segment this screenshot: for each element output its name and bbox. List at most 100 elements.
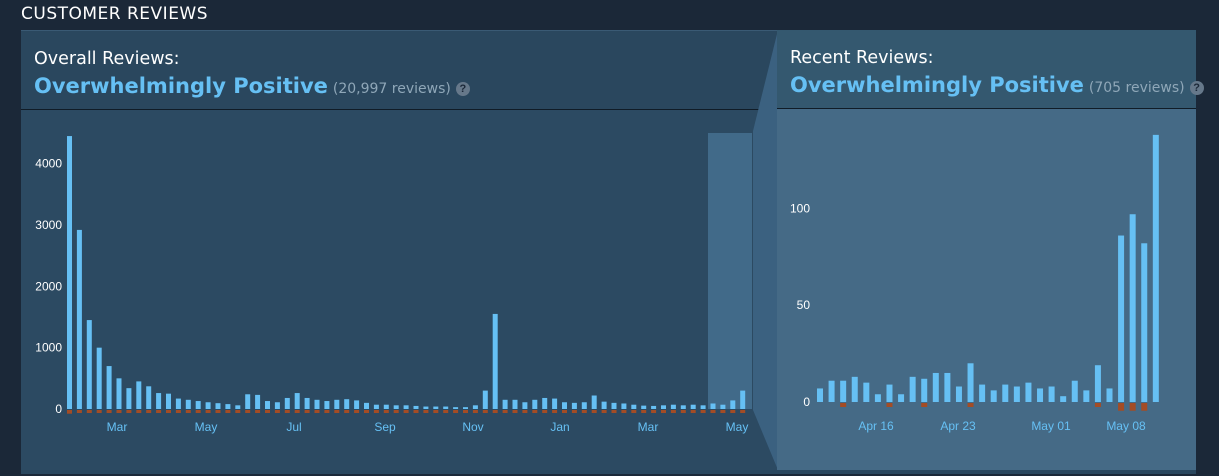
positive-bar: [334, 399, 340, 409]
positive-bar: [413, 405, 419, 409]
recent-histogram[interactable]: 0 50 100 Apr 16 Apr 23 May 01 May 08: [777, 109, 1196, 470]
y-tick-label: 1000: [35, 341, 62, 355]
negative-bar: [492, 410, 498, 413]
positive-bar: [314, 399, 320, 409]
recent-review-count: (705 reviews): [1088, 80, 1185, 96]
positive-bar: [611, 402, 617, 409]
positive-bar: [1071, 380, 1078, 402]
negative-bar: [324, 410, 330, 413]
overall-review-summary[interactable]: Overwhelmingly Positive: [34, 74, 328, 98]
recent-reviews-panel: Recent Reviews: Overwhelmingly Positive(…: [777, 30, 1204, 470]
positive-bar: [955, 386, 962, 402]
positive-bar: [1048, 386, 1055, 402]
positive-bar: [76, 229, 82, 409]
positive-bar: [324, 401, 330, 409]
negative-bar: [344, 410, 350, 413]
positive-bar: [591, 395, 597, 409]
recent-reviews-header: Recent Reviews: Overwhelmingly Positive(…: [777, 30, 1204, 109]
positive-bar: [532, 399, 538, 409]
recent-reviews-label: Recent Reviews:: [790, 48, 934, 68]
help-icon[interactable]: ?: [455, 82, 470, 96]
positive-bar: [492, 313, 498, 409]
positive-bar: [116, 378, 122, 409]
negative-bar: [661, 410, 666, 413]
overall-reviews-header: Overall Reviews: Overwhelmingly Positive…: [21, 31, 778, 110]
negative-bar: [76, 410, 82, 413]
overall-histogram-svg: 0 1000 2000 3000 4000 Mar May Jul Sep Nov Jan Mar Ma…: [35, 133, 752, 434]
negative-bar: [453, 410, 459, 413]
positive-bar: [373, 404, 379, 409]
positive-bar: [730, 400, 736, 409]
positive-bar: [1094, 365, 1101, 402]
negative-bar: [274, 410, 280, 413]
overall-reviews-summary-line: Overwhelmingly Positive (20,997 reviews)?: [34, 74, 470, 98]
positive-bar: [245, 394, 251, 409]
y-tick-label: 50: [797, 298, 811, 312]
negative-bar: [1129, 403, 1136, 411]
bottom-strip: [21, 470, 1196, 474]
positive-bar: [205, 402, 211, 409]
positive-bar: [284, 397, 290, 409]
negative-bar: [611, 410, 617, 413]
overall-reviews-panel: Overall Reviews: Overwhelmingly Positive…: [21, 30, 778, 471]
negative-bar: [680, 410, 686, 413]
positive-bar: [522, 402, 528, 409]
negative-bar: [413, 410, 419, 413]
y-tick-label: 100: [790, 201, 810, 215]
recent-histogram-svg: 0 50 100 Apr 16 Apr 23 May 01 May 08: [790, 134, 1159, 433]
positive-bar: [840, 380, 847, 402]
positive-bar: [690, 404, 696, 409]
negative-bar: [690, 410, 696, 413]
negative-bar: [542, 410, 548, 413]
negative-bar: [96, 410, 102, 413]
positive-bar: [990, 390, 997, 402]
positive-bar: [166, 393, 171, 409]
x-tick-label: May 08: [1106, 419, 1146, 433]
positive-bar: [383, 404, 389, 409]
y-tick-label: 2000: [35, 279, 62, 293]
positive-bar: [215, 403, 221, 409]
positive-bar: [601, 401, 607, 409]
positive-bar: [433, 406, 439, 409]
positive-bar: [1025, 382, 1032, 402]
help-icon[interactable]: ?: [1189, 81, 1204, 95]
positive-bar: [740, 390, 746, 409]
negative-bar: [921, 403, 928, 407]
positive-bar: [1106, 388, 1113, 402]
negative-bar: [225, 410, 231, 413]
positive-bar: [393, 405, 399, 409]
positive-bar: [1037, 388, 1044, 402]
x-tick-label: Apr 23: [940, 419, 976, 433]
positive-bar: [851, 376, 858, 402]
selection-connector: [753, 30, 778, 470]
negative-bar: [502, 410, 508, 413]
positive-bar: [700, 405, 706, 409]
recent-reviews-summary-line: Overwhelmingly Positive (705 reviews)?: [790, 73, 1204, 97]
x-tick-label: Nov: [462, 420, 483, 434]
y-tick-label: 3000: [35, 218, 62, 232]
overall-histogram[interactable]: 0 1000 2000 3000 4000 Mar May Jul Sep Nov Jan Mar Ma…: [21, 110, 778, 471]
negative-bar: [116, 410, 122, 413]
negative-bar: [354, 410, 360, 413]
negative-bar: [601, 410, 607, 413]
positive-bar: [344, 399, 350, 409]
positive-bar: [562, 402, 567, 409]
positive-bar: [680, 405, 686, 409]
section-title: CUSTOMER REVIEWS: [21, 4, 209, 24]
negative-bar: [373, 410, 379, 413]
positive-bar: [354, 400, 360, 409]
positive-bar: [136, 381, 142, 409]
positive-bar: [86, 320, 92, 409]
positive-bar: [979, 384, 986, 402]
positive-bar: [67, 136, 72, 410]
negative-bar: [1141, 403, 1148, 411]
recent-review-summary[interactable]: Overwhelmingly Positive: [790, 73, 1084, 97]
negative-bar: [472, 410, 478, 413]
positive-bar: [1083, 390, 1090, 402]
negative-bar: [1118, 403, 1125, 411]
negative-bar: [215, 410, 221, 413]
positive-bar: [720, 404, 726, 409]
positive-bar: [502, 399, 508, 409]
negative-bar: [383, 410, 389, 413]
x-tick-label: Jul: [286, 420, 301, 434]
